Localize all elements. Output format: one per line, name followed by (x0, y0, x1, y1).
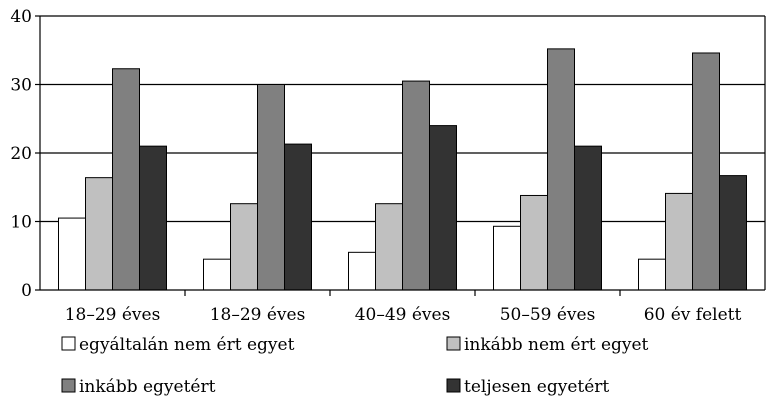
legend-item: egyáltalán nem ért egyet (61, 335, 295, 355)
x-tick-label: 50–59 éves (500, 305, 596, 325)
bar-2-4 (520, 194, 548, 291)
bar-3-1 (112, 68, 140, 291)
legend-label: egyáltalán nem ért egyet (79, 335, 295, 355)
bar-1-5 (638, 258, 666, 291)
legend-swatch (446, 336, 461, 351)
x-tick-label: 40–49 éves (355, 305, 451, 325)
y-tick-label: 10 (10, 213, 32, 233)
y-tick-label: 40 (10, 7, 32, 27)
bar-2-2 (230, 203, 258, 291)
x-tick-label: 18–29 éves (210, 305, 306, 325)
legend-swatch (61, 336, 76, 351)
bar-3-2 (257, 84, 285, 291)
legend-label: teljesen egyetért (464, 377, 609, 397)
bar-2-1 (85, 177, 113, 291)
bar-1-4 (493, 225, 521, 291)
y-tick-label: 30 (10, 76, 32, 96)
bar-2-3 (375, 203, 403, 291)
y-tick-label: 20 (10, 144, 32, 164)
bar-1-3 (348, 251, 376, 291)
y-tick-label: 0 (21, 281, 32, 301)
x-tick-label: 60 év felett (644, 305, 742, 325)
legend-label: inkább nem ért egyet (464, 335, 649, 355)
legend-swatch (446, 378, 461, 393)
bar-1-2 (203, 258, 231, 291)
bar-3-4 (547, 48, 575, 291)
bar-3-5 (692, 52, 720, 291)
bars (58, 48, 747, 291)
bar-3-3 (402, 80, 430, 291)
legend-item: inkább nem ért egyet (446, 335, 649, 355)
axes (35, 15, 766, 296)
bar-4-1 (139, 145, 167, 291)
legend-label: inkább egyetért (79, 377, 216, 397)
bar-4-5 (719, 175, 747, 291)
legend: egyáltalán nem ért egyet inkább nem ért e… (61, 335, 649, 397)
legend-item: teljesen egyetért (446, 377, 609, 397)
bar-2-5 (665, 192, 693, 291)
bar-4-4 (574, 145, 602, 291)
y-tick-labels: 0 10 20 30 40 (10, 7, 32, 301)
x-tick-labels: 18–29 éves 18–29 éves 40–49 éves 50–59 éves… (65, 305, 742, 325)
bar-1-1 (58, 217, 86, 291)
legend-swatch (61, 378, 76, 393)
bar-4-2 (284, 143, 312, 291)
legend-item: inkább egyetért (61, 377, 216, 397)
x-tick-label: 18–29 éves (65, 305, 161, 325)
bar-4-3 (429, 125, 457, 291)
